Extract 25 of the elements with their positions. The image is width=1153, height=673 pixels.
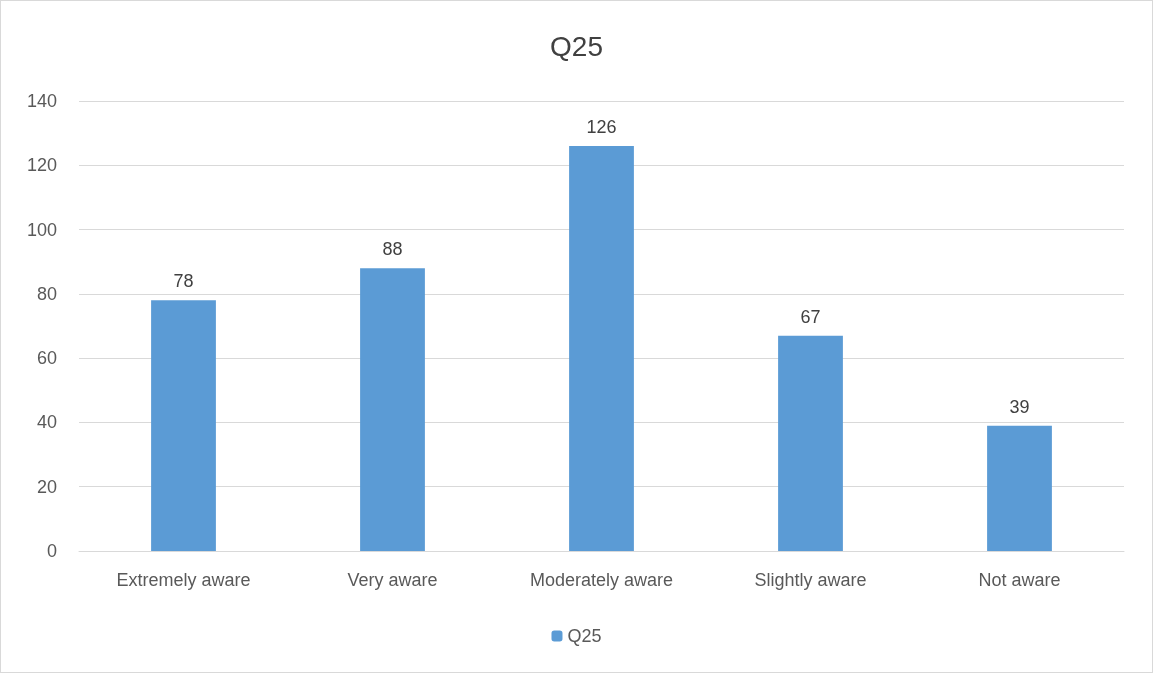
x-tick-label: Moderately aware (529, 570, 674, 590)
x-tick-label: Not aware (978, 570, 1061, 590)
data-label: 39 (1009, 396, 1030, 417)
data-label: 67 (800, 306, 821, 327)
y-tick-label: 60 (36, 348, 57, 369)
y-tick-label: 20 (36, 476, 57, 497)
y-tick-label: 80 (36, 283, 57, 304)
bar (778, 335, 843, 551)
x-tick-label: Very aware (347, 570, 438, 590)
data-label: 88 (382, 239, 403, 260)
bar (360, 268, 425, 551)
chart-title: Q25 (550, 30, 603, 62)
bar (987, 425, 1052, 551)
x-tick-label: Extremely aware (116, 570, 251, 590)
y-tick-label: 0 (46, 541, 57, 561)
data-label: 126 (586, 117, 617, 137)
x-tick-label: Slightly aware (754, 570, 867, 590)
y-tick-label: 140 (26, 91, 57, 111)
bar (151, 300, 216, 551)
bar (569, 146, 634, 551)
y-tick-label: 40 (36, 412, 57, 433)
legend-label: Q25 (567, 626, 602, 646)
y-tick-label: 120 (26, 155, 57, 176)
data-label: 78 (173, 271, 194, 292)
y-tick-label: 100 (26, 219, 57, 240)
